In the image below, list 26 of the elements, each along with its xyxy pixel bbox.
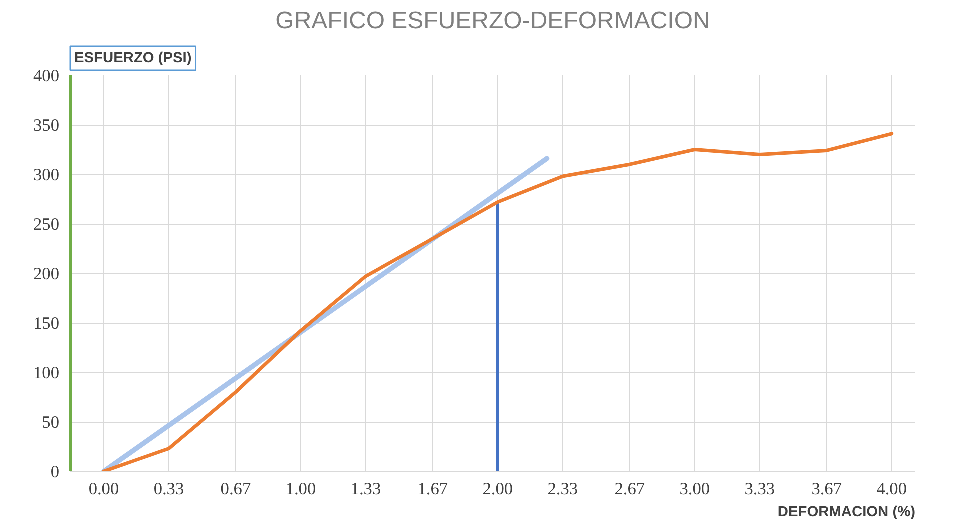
y-tick-label: 150 [34, 314, 60, 333]
x-axis-title: DEFORMACION (%) [778, 504, 916, 520]
x-tick-label: 3.00 [680, 480, 710, 498]
y-tick-label: 350 [34, 116, 60, 135]
y-tick-label: 100 [34, 364, 60, 382]
chart-title: GRAFICO ESFUERZO-DEFORMACION [276, 8, 710, 34]
x-tick-label: 1.33 [350, 480, 382, 498]
x-tick-label: 2.67 [614, 480, 646, 498]
y-tick-label: 400 [34, 66, 60, 86]
line-series [102, 132, 894, 472]
y-axis-title: ESFUERZO (PSI) [74, 50, 192, 66]
x-tick-label: 3.33 [744, 480, 776, 498]
y-tick-label: 300 [34, 166, 60, 184]
x-tick-label: 4.00 [876, 480, 908, 498]
x-tick-label: 0.33 [154, 480, 184, 498]
y-tick-label: 250 [34, 215, 60, 234]
x-tick-label: 2.00 [482, 480, 514, 498]
x-tick-label: 1.67 [418, 480, 448, 498]
y-tick-label: 200 [34, 264, 60, 284]
x-tick-label: 3.67 [812, 480, 842, 498]
y-tick-label: 0 [50, 462, 60, 482]
x-tick-label: 0.67 [220, 480, 252, 498]
y-tick-label: 50 [42, 413, 60, 432]
x-tick-label: 1.00 [286, 480, 316, 498]
x-tick-label: 2.33 [548, 480, 578, 498]
x-tick-label: 0.00 [88, 480, 120, 498]
